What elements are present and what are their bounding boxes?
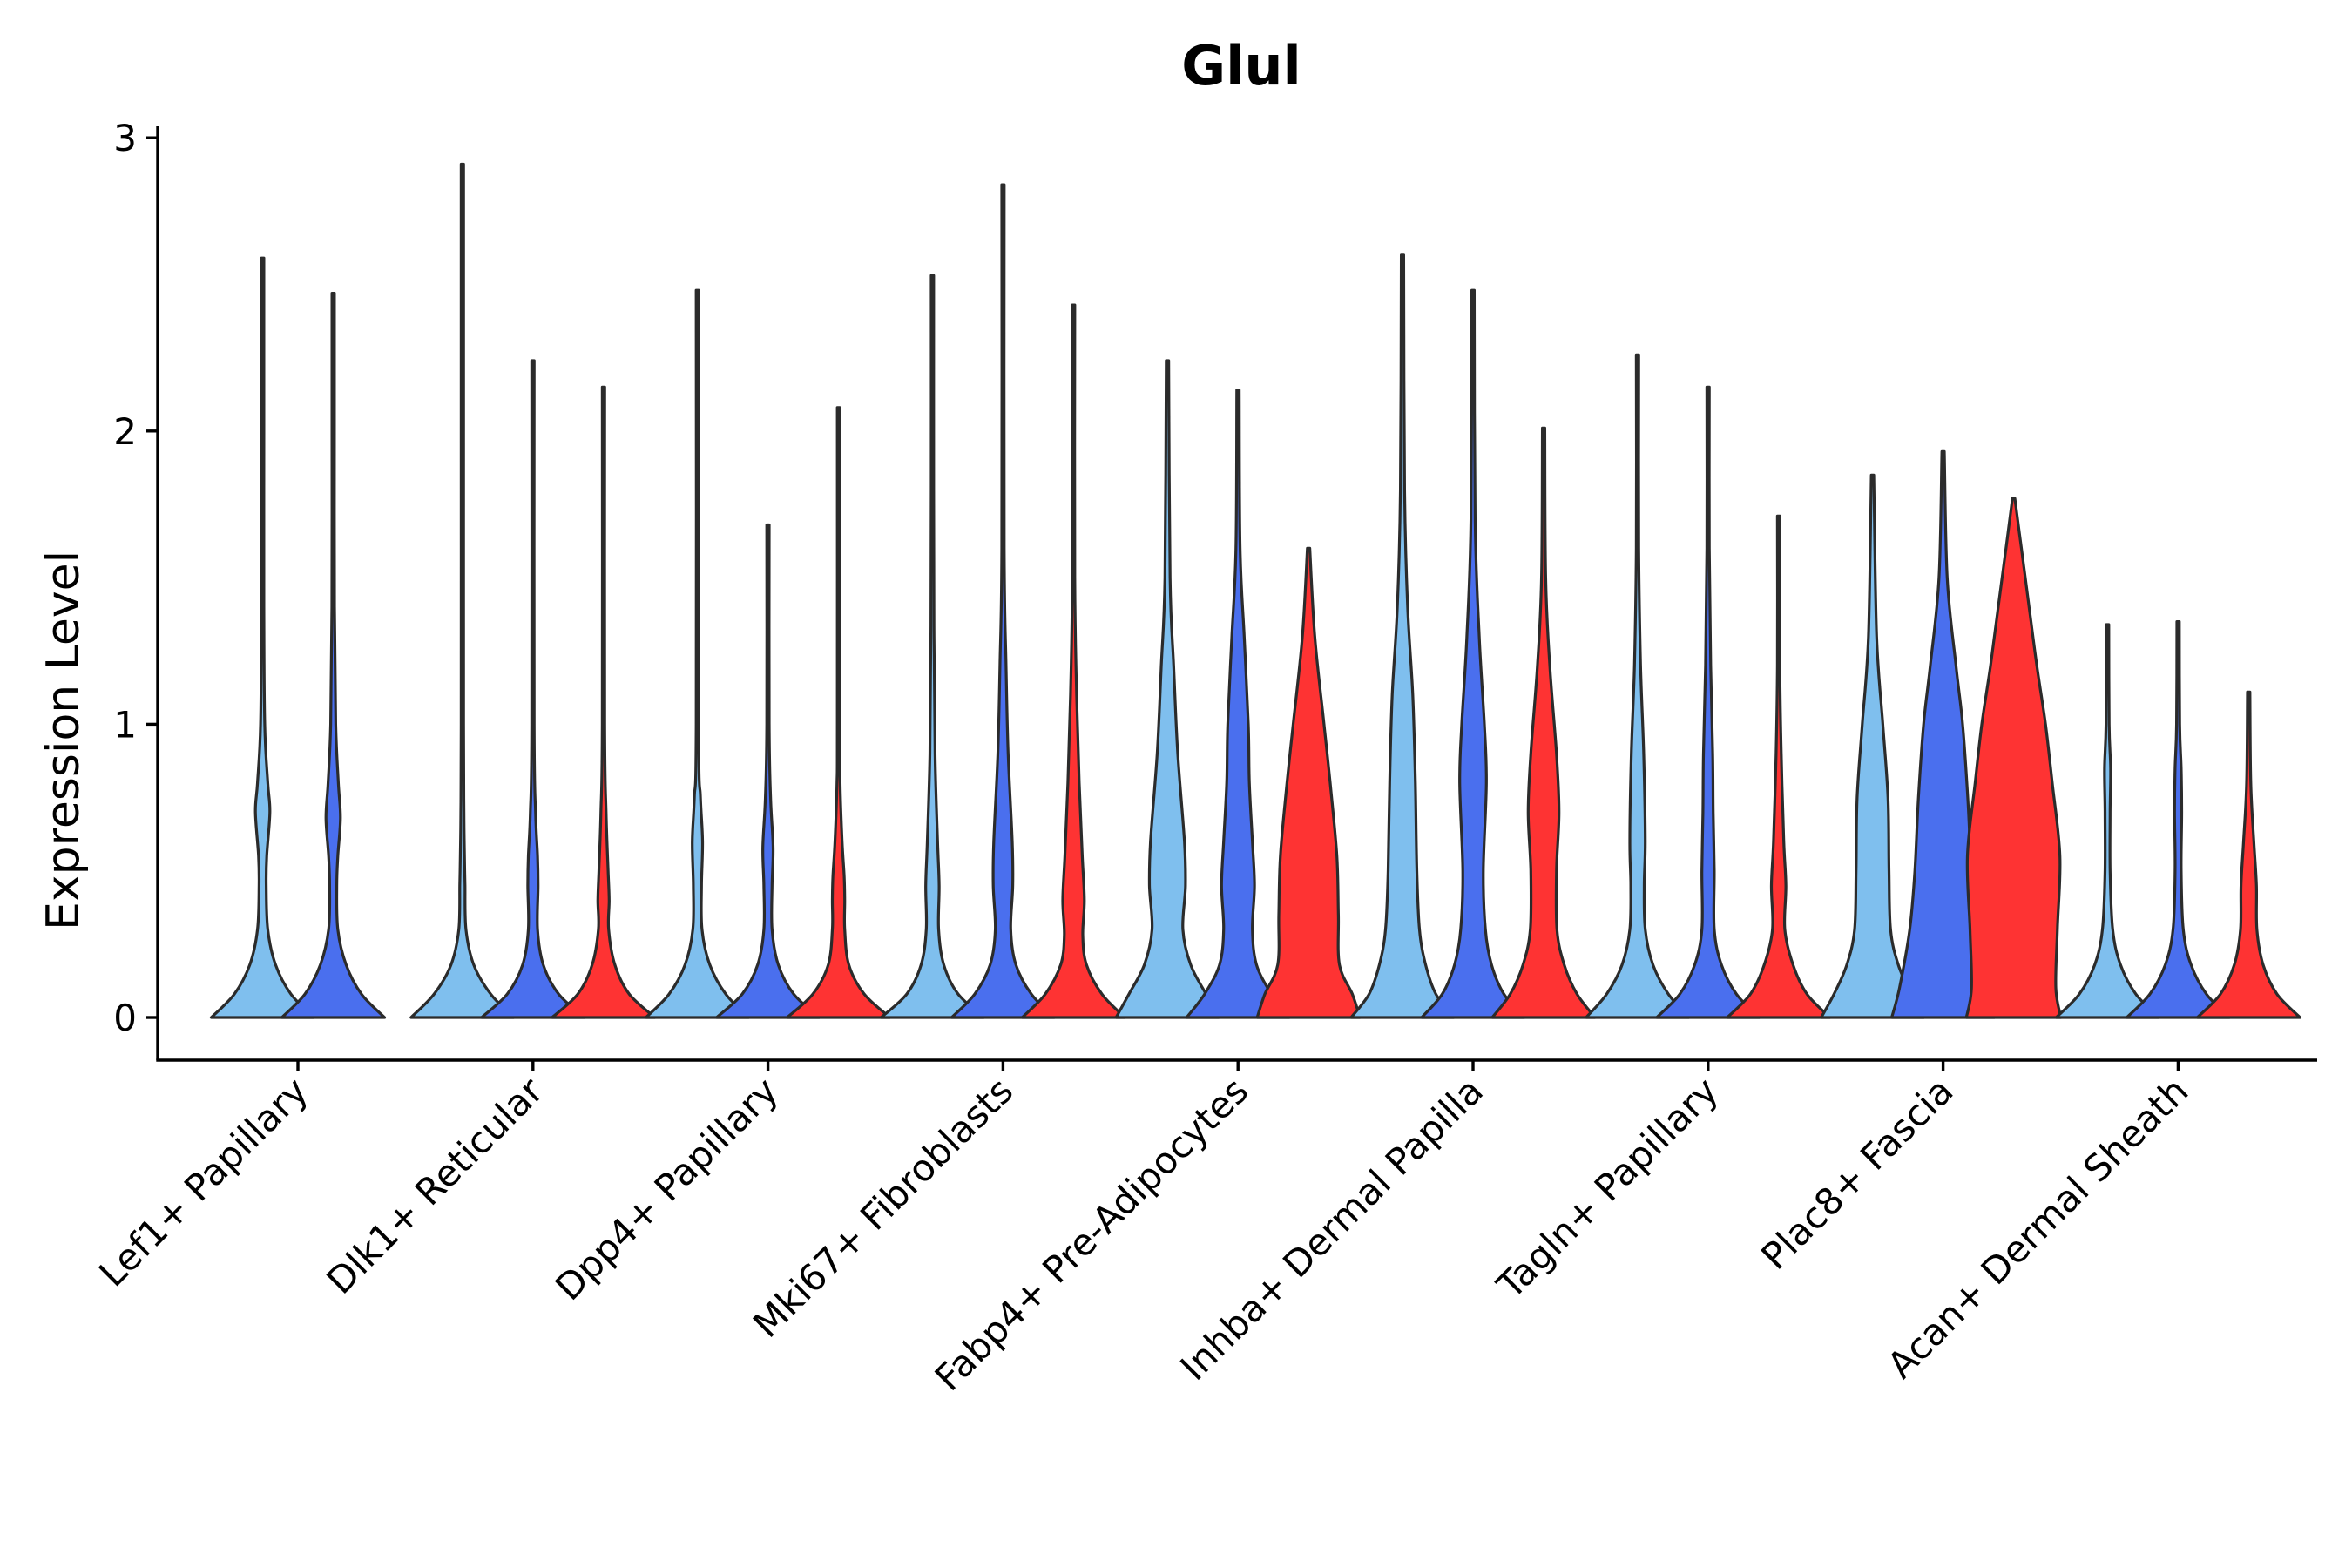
violin-3-1 <box>950 183 1056 1019</box>
violin-6-0 <box>1585 353 1691 1019</box>
x-tick-label: Lef1+ Papillary <box>91 1069 316 1294</box>
violin-6-1 <box>1655 385 1761 1019</box>
y-tick-label: 1 <box>113 703 137 746</box>
x-tick-label: Dpp4+ Papillary <box>547 1069 787 1308</box>
violin-0-1 <box>280 292 387 1019</box>
violin-3-0 <box>879 274 985 1019</box>
y-axis-label: Expression Level <box>37 551 90 930</box>
chart-title: Glul <box>1181 34 1301 98</box>
violin-4-0 <box>1114 359 1220 1019</box>
y-tick-label: 0 <box>113 997 137 1039</box>
violin-1-1 <box>480 359 586 1019</box>
x-tick-label: Dlk1+ Reticular <box>318 1069 551 1302</box>
violin-4-1 <box>1185 389 1291 1019</box>
violin-7-2 <box>1964 497 2063 1019</box>
violin-8-2 <box>2195 690 2301 1019</box>
y-tick-label: 2 <box>113 410 137 453</box>
violin-2-2 <box>786 406 892 1019</box>
violin-1-0 <box>409 162 516 1019</box>
violins-layer <box>209 162 2301 1019</box>
violin-2-0 <box>645 288 751 1019</box>
violin-0-0 <box>209 256 316 1019</box>
violin-5-1 <box>1420 288 1526 1019</box>
violin-7-0 <box>1820 473 1926 1019</box>
violin-3-2 <box>1020 303 1126 1019</box>
violin-5-0 <box>1349 253 1456 1019</box>
violin-4-2 <box>1255 546 1362 1019</box>
violin-2-1 <box>715 523 821 1019</box>
y-tick-label: 3 <box>113 117 137 159</box>
violin-6-2 <box>1726 514 1832 1019</box>
violin-8-1 <box>2125 620 2231 1019</box>
violin-5-2 <box>1490 426 1597 1019</box>
x-tick-label: Tagln+ Papillary <box>1488 1069 1726 1307</box>
violin-1-2 <box>551 385 657 1019</box>
violin-8-0 <box>2054 623 2160 1019</box>
x-tick-label: Mki67+ Fibroblasts <box>745 1069 1021 1345</box>
x-tick-label: Plac8+ Fascia <box>1753 1069 1961 1277</box>
